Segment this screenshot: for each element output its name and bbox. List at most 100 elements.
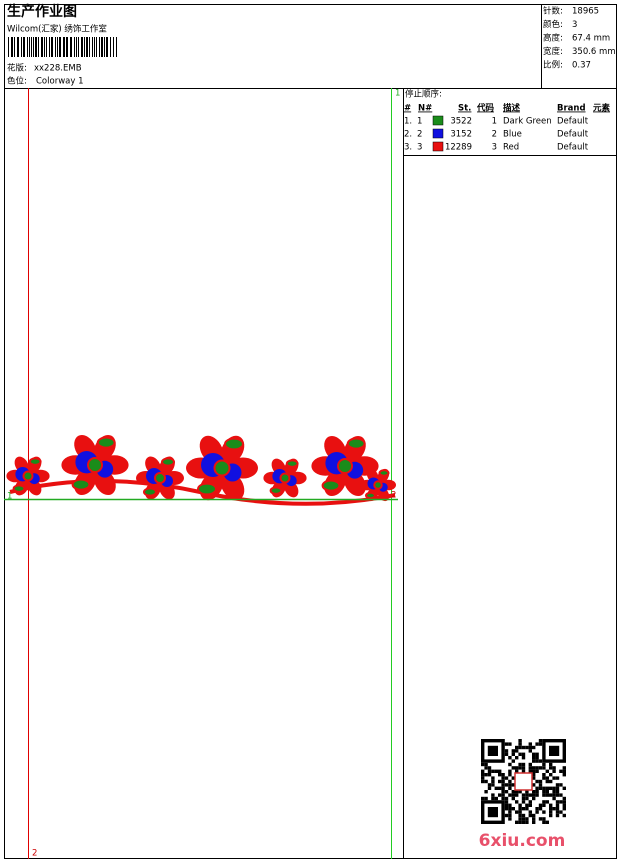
flower-center xyxy=(213,459,231,477)
qr-module xyxy=(535,790,539,794)
qr-module xyxy=(542,820,546,824)
qr-module xyxy=(542,793,546,797)
qr-module xyxy=(491,783,495,787)
qr-module xyxy=(498,786,502,790)
qr-module xyxy=(515,749,519,753)
qr-module xyxy=(481,769,485,773)
barcode-bar xyxy=(14,37,15,57)
qr-module xyxy=(515,810,519,814)
qr-module xyxy=(532,783,536,787)
qr-module xyxy=(487,766,492,770)
qr-module xyxy=(559,783,563,787)
barcode-bar xyxy=(27,37,28,57)
qr-module xyxy=(511,759,515,763)
qr-module xyxy=(501,786,505,790)
qr-module xyxy=(508,742,512,746)
leaf xyxy=(161,457,175,467)
qr-module xyxy=(542,810,546,814)
qr-module xyxy=(508,762,512,767)
qr-module xyxy=(552,793,556,797)
qr-module xyxy=(484,773,488,777)
column-header: 描述 xyxy=(503,103,521,114)
barcode-bar xyxy=(35,37,37,57)
qr-module xyxy=(549,803,553,807)
qr-module xyxy=(498,779,502,784)
qr-logo xyxy=(514,772,533,791)
barcode-bar xyxy=(89,37,90,57)
qr-module xyxy=(538,742,543,746)
barcode-bar xyxy=(63,37,65,57)
qr-module xyxy=(511,783,515,787)
qr-module xyxy=(508,803,512,807)
qr-module xyxy=(508,793,512,797)
qr-module xyxy=(549,793,553,797)
qr-module xyxy=(511,776,515,780)
qr-module xyxy=(532,796,536,801)
qr-module xyxy=(542,762,546,767)
qr-module xyxy=(542,817,546,821)
column-header: St. xyxy=(458,104,471,114)
design-name: xx228.EMB xyxy=(34,64,82,74)
info-label: 高度: xyxy=(543,33,563,44)
info-label: 针数: xyxy=(543,6,563,17)
qr-module xyxy=(518,752,522,756)
qr-module xyxy=(538,803,543,807)
qr-module xyxy=(532,759,536,763)
qr-module xyxy=(545,800,549,804)
leaf xyxy=(378,469,390,477)
qr-module xyxy=(542,776,546,780)
qr-module xyxy=(532,817,536,821)
qr-module xyxy=(555,807,560,811)
qr-module xyxy=(508,756,512,760)
embroidery-design xyxy=(6,434,396,506)
qr-module xyxy=(501,796,505,801)
row-brand: Default xyxy=(557,117,589,127)
qr-module xyxy=(481,796,485,801)
qr-module xyxy=(549,779,553,784)
qr-module xyxy=(518,810,522,814)
barcode xyxy=(8,37,117,57)
qr-finder xyxy=(481,739,505,763)
qr-module xyxy=(508,769,512,773)
barcode-bar xyxy=(94,37,95,57)
qr-module xyxy=(518,790,522,794)
qr-module xyxy=(535,759,539,763)
qr-module xyxy=(518,745,522,750)
qr-module xyxy=(515,769,519,773)
subtitle: Wilcom(汇家) 绣饰工作室 xyxy=(7,24,107,35)
barcode-bar xyxy=(96,37,97,57)
qr-module xyxy=(532,793,536,797)
qr-module xyxy=(538,759,543,763)
qr-module xyxy=(535,779,539,784)
qr-module xyxy=(484,766,488,770)
qr-module xyxy=(511,766,515,770)
qr-finder xyxy=(542,739,567,763)
qr-module xyxy=(555,790,560,794)
qr-module xyxy=(532,766,536,770)
barcode-bar xyxy=(44,37,45,57)
leaf xyxy=(28,457,42,466)
qr-module xyxy=(535,810,539,814)
qr-module xyxy=(504,749,509,753)
leaf xyxy=(285,459,299,468)
qr-module xyxy=(518,762,522,767)
qr-module xyxy=(542,766,546,770)
qr-module xyxy=(562,796,566,801)
qr-module xyxy=(538,779,543,784)
qr-module xyxy=(518,766,522,770)
qr-module xyxy=(562,773,566,777)
color-swatch xyxy=(432,141,444,152)
qr-module xyxy=(538,783,543,787)
qr-module xyxy=(528,766,532,770)
info-label: 比例: xyxy=(543,60,563,71)
qr-module xyxy=(504,742,509,746)
qr-module xyxy=(521,817,526,821)
row-brand: Default xyxy=(557,143,589,153)
qr-module xyxy=(549,786,553,790)
qr-module xyxy=(545,769,549,773)
barcode-bar xyxy=(106,37,108,57)
qr-module xyxy=(501,783,505,787)
qr-finder xyxy=(549,745,560,756)
qr-module xyxy=(542,790,546,794)
